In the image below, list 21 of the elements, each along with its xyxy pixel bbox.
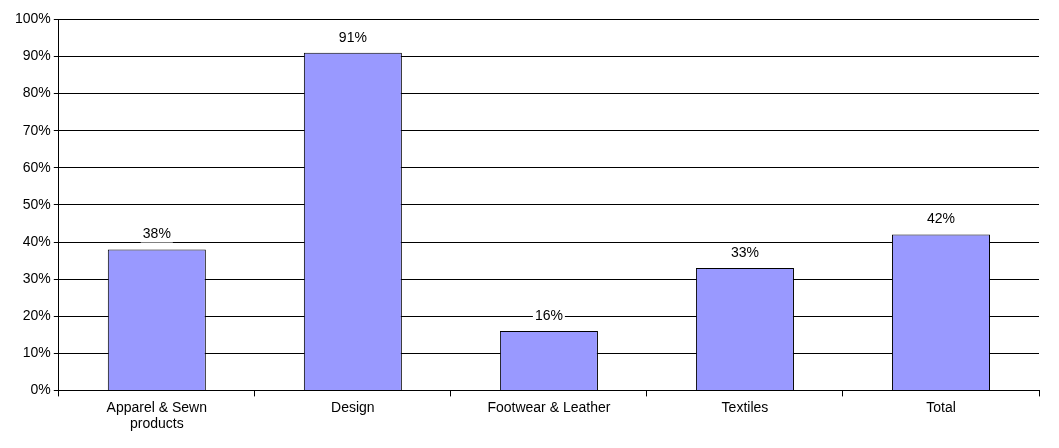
y-tick-label: 80%: [22, 84, 51, 101]
y-tick-label: 40%: [22, 232, 51, 249]
x-tick-label: Design: [331, 398, 375, 415]
y-tick-label: 30%: [22, 269, 51, 286]
x-tick-label: Apparel & Sewn products: [106, 398, 208, 432]
y-tick-label: 90%: [22, 47, 51, 64]
y-tick-label: 60%: [22, 158, 51, 175]
data-label: 38%: [142, 225, 171, 242]
y-tick-label: 10%: [22, 344, 51, 361]
data-label: 33%: [730, 243, 759, 260]
y-tick-label: 50%: [22, 195, 51, 212]
x-tick-label: Textiles: [721, 398, 769, 415]
data-label: 16%: [534, 306, 563, 323]
x-tick-label: Footwear & Leather: [487, 398, 611, 415]
x-tick-label: Total: [926, 398, 956, 415]
y-tick-label: 100%: [14, 10, 51, 27]
y-tick-label: 70%: [22, 121, 51, 138]
y-tick-label: 20%: [22, 307, 51, 324]
data-label: 42%: [926, 210, 955, 227]
y-tick-label: 0%: [30, 381, 51, 398]
data-label: 91%: [338, 28, 367, 45]
